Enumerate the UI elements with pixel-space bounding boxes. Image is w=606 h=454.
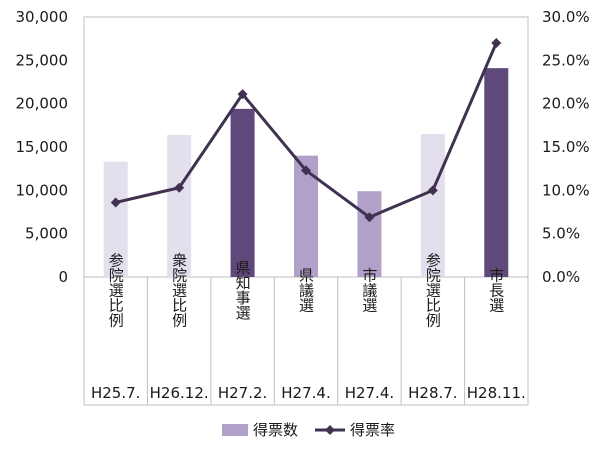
line-marker	[427, 185, 438, 196]
category-election-label: 市長選	[487, 268, 505, 314]
category-election-label: 県議選	[297, 268, 315, 314]
y-left-tick-label: 15,000	[16, 138, 69, 156]
y-left-tick-label: 20,000	[16, 95, 69, 113]
category-date-label: H28.7.	[408, 384, 457, 402]
bar-vote-count	[103, 161, 128, 277]
y-right-tick-label: 20.0%	[542, 95, 590, 113]
y-right-tick-label: 10.0%	[542, 181, 590, 199]
line-marker	[301, 165, 311, 176]
bar-vote-count	[420, 134, 445, 277]
y-right-tick-label: 5.0%	[542, 225, 580, 243]
category-date-label: H25.7.	[91, 384, 140, 402]
bar-vote-count	[357, 191, 382, 277]
category-date-label: H27.4.	[281, 384, 330, 402]
category-election-label: 参院選比例	[107, 253, 125, 329]
category-date-label: H27.4.	[345, 384, 394, 402]
category-date-label: H27.2.	[218, 384, 267, 402]
category-date-label: H28.11.	[467, 384, 526, 402]
legend-label-vote-rate: 得票率	[350, 421, 395, 439]
line-marker	[491, 38, 502, 48]
y-left-tick-label: 30,000	[16, 8, 69, 26]
legend-marker-vote-rate	[325, 425, 335, 435]
category-date-label: H26.12.	[150, 384, 209, 402]
line-marker	[364, 212, 375, 223]
y-left-tick-label: 0	[58, 268, 68, 286]
legend-label-vote-count: 得票数	[253, 421, 298, 439]
line-marker	[174, 182, 185, 193]
y-right-tick-label: 25.0%	[542, 51, 590, 69]
legend-swatch-vote-count	[222, 424, 248, 436]
y-left-tick-label: 25,000	[16, 51, 69, 69]
category-election-label: 参院選比例	[424, 253, 442, 329]
category-election-label: 県知事選	[234, 260, 252, 321]
bar-vote-count	[167, 134, 192, 277]
line-marker	[237, 89, 248, 100]
category-election-label: 市議選	[360, 268, 378, 314]
y-left-tick-label: 10,000	[16, 181, 69, 199]
bar-vote-count	[484, 68, 509, 277]
y-right-tick-label: 30.0%	[542, 8, 590, 26]
y-right-tick-label: 0.0%	[542, 268, 580, 286]
line-marker	[110, 197, 121, 208]
category-election-label: 衆院選比例	[170, 253, 188, 329]
y-right-tick-label: 15.0%	[542, 138, 590, 156]
bar-vote-count	[230, 108, 255, 277]
y-left-tick-label: 5,000	[25, 225, 68, 243]
